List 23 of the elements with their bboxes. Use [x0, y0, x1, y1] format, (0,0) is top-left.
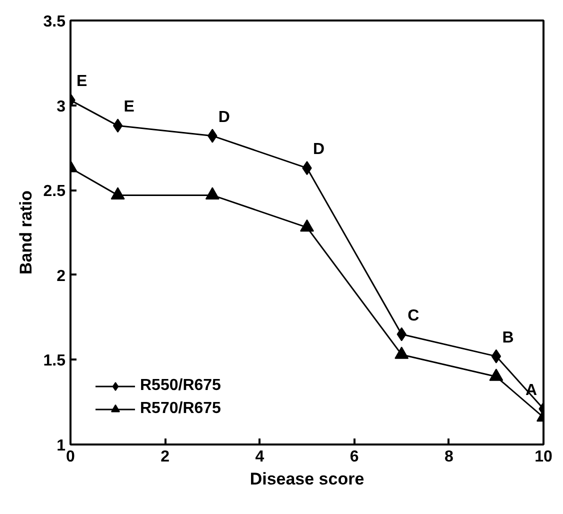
y-tick-label: 1	[56, 438, 66, 454]
legend-label: R550/R675	[140, 377, 221, 395]
x-tick-label: 2	[160, 448, 170, 466]
annotation: C	[408, 307, 420, 324]
x-tick-label: 0	[66, 448, 76, 466]
y-axis-title: Band ratio	[16, 190, 36, 275]
annotation: A	[526, 382, 538, 399]
y-tick-label: 1.5	[43, 352, 66, 370]
y-tick-label: 3.5	[43, 14, 66, 30]
legend-label: R570/R675	[140, 400, 221, 418]
x-tick-label: 10	[534, 448, 552, 466]
y-tick-label: 2.5	[43, 183, 66, 200]
x-tick-label: 4	[255, 448, 264, 466]
x-tick-label: 6	[350, 448, 359, 466]
annotation: B	[502, 329, 514, 346]
annotation: E	[124, 98, 135, 116]
annotation: E	[76, 73, 88, 90]
x-tick-label: 8	[444, 448, 454, 466]
annotation: D	[313, 141, 325, 158]
x-axis-title: Disease score	[250, 470, 364, 488]
y-tick-label: 3	[56, 98, 66, 116]
y-tick-label: 2	[56, 268, 66, 285]
annotation: D	[218, 108, 230, 126]
